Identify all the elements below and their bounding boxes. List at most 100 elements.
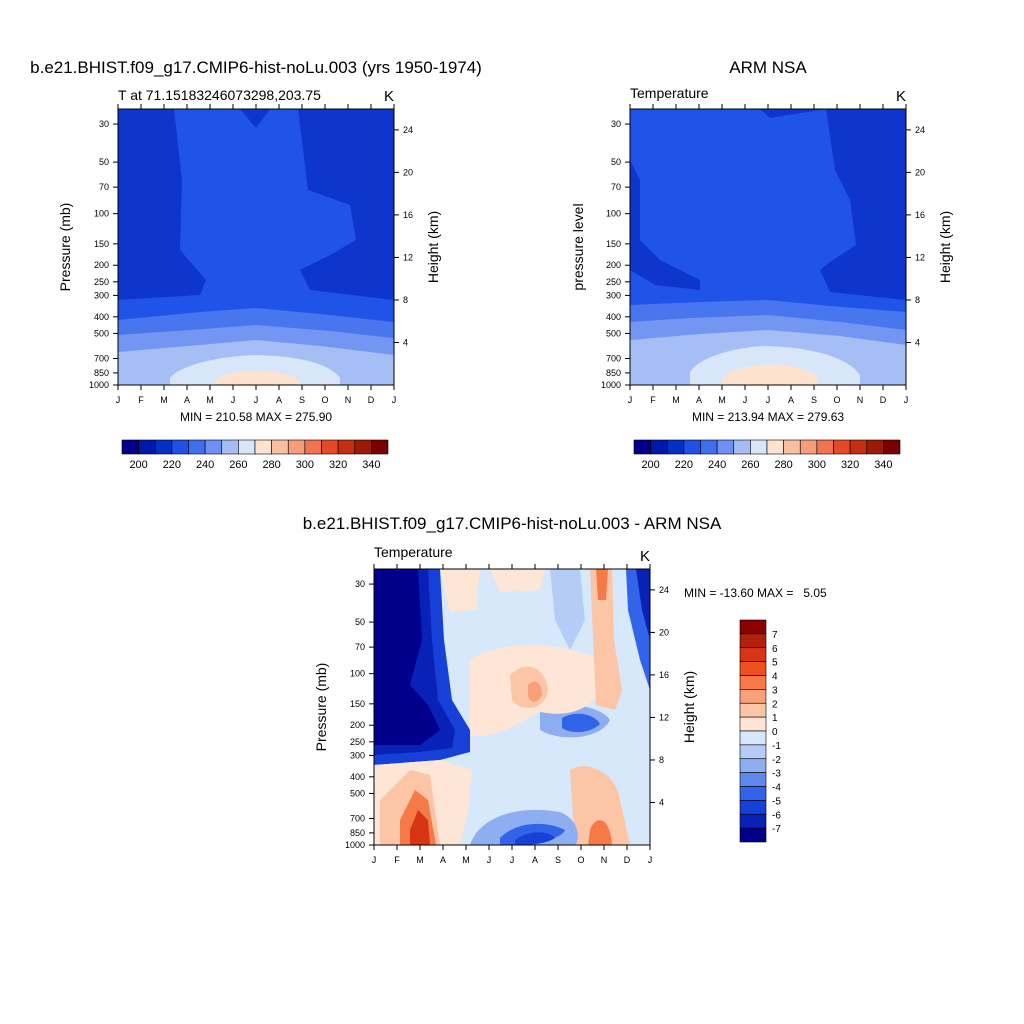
colorbar-label: 3 bbox=[772, 685, 778, 696]
colorbar-swatch bbox=[171, 439, 189, 455]
panel-model-contours bbox=[118, 109, 394, 385]
x-tick-label: M bbox=[416, 855, 424, 865]
y-tick-label: 100 bbox=[606, 209, 621, 219]
panel-model-left-label: T at 71.15183246073298,203.75 bbox=[118, 87, 321, 103]
colorbar-label: -3 bbox=[772, 769, 781, 780]
y-tick-label: 1000 bbox=[89, 380, 109, 390]
y2-tick-label: 8 bbox=[659, 755, 664, 765]
colorbar-label: 1 bbox=[772, 713, 778, 724]
y-tick-label: 200 bbox=[94, 260, 109, 270]
colorbar-swatch bbox=[683, 439, 701, 455]
colorbar-swatch bbox=[188, 439, 206, 455]
contour-band-270 bbox=[215, 370, 300, 385]
y-tick-label: 400 bbox=[350, 772, 365, 782]
colorbar-swatch bbox=[271, 439, 289, 455]
panel-obs-y2label: Height (km) bbox=[937, 211, 953, 283]
y-tick-label: 30 bbox=[355, 579, 365, 589]
y2-tick-label: 16 bbox=[915, 210, 925, 220]
y-tick-label: 300 bbox=[94, 290, 109, 300]
y-tick-label: 30 bbox=[611, 119, 621, 129]
colorbar-swatch bbox=[766, 439, 784, 455]
y-tick-label: 250 bbox=[350, 737, 365, 747]
colorbar-swatch bbox=[866, 439, 884, 455]
colorbar-label: 300 bbox=[296, 459, 314, 471]
colorbar-label: 300 bbox=[808, 459, 826, 471]
panel-obs-left-label: Temperature bbox=[630, 85, 709, 101]
y-tick-label: 250 bbox=[606, 277, 621, 287]
x-tick-label: J bbox=[766, 395, 771, 405]
colorbar-swatch bbox=[700, 439, 718, 455]
colorbar-swatch bbox=[221, 439, 239, 455]
y2-tick-label: 24 bbox=[915, 125, 925, 135]
x-tick-label: M bbox=[206, 395, 214, 405]
diff-band-cold-right-2 bbox=[636, 569, 650, 640]
diff-band-warm-strip bbox=[590, 569, 622, 710]
y-tick-label: 300 bbox=[606, 290, 621, 300]
diff-band-warm-lower-left-4 bbox=[410, 810, 430, 845]
colorbar-label: 200 bbox=[129, 459, 147, 471]
diff-band-warm-lower-right bbox=[570, 766, 630, 845]
x-tick-label: J bbox=[231, 395, 236, 405]
diff-band-cold-3 bbox=[374, 569, 440, 745]
y-tick-label: 150 bbox=[94, 239, 109, 249]
y-tick-label: 850 bbox=[350, 828, 365, 838]
x-tick-label: A bbox=[276, 395, 282, 405]
y-tick-label: 700 bbox=[350, 813, 365, 823]
diff-band-warm-upper-left bbox=[440, 569, 480, 612]
diff-band-cool bbox=[550, 569, 585, 650]
colorbar-swatch bbox=[849, 439, 868, 455]
colorbar-swatch bbox=[739, 772, 767, 787]
colorbar-label: 6 bbox=[772, 644, 778, 655]
y2-tick-label: 16 bbox=[659, 670, 669, 680]
y-tick-label: 250 bbox=[94, 277, 109, 287]
colorbar-swatch bbox=[371, 439, 389, 455]
y2-tick-label: 20 bbox=[659, 627, 669, 637]
y-tick-label: 700 bbox=[94, 353, 109, 363]
colorbar-swatch bbox=[633, 439, 651, 455]
diff-band-warm-lower-right-2 bbox=[588, 820, 612, 845]
colorbar-swatch bbox=[254, 439, 272, 455]
panel-obs-ticks: J F M A M J J A S O N D J 30 50 70 100 150 200 250 300 400 500… bbox=[601, 104, 925, 405]
x-tick-label: J bbox=[648, 855, 653, 865]
panel-obs-ylabel: pressure level bbox=[570, 203, 586, 290]
x-tick-label: N bbox=[345, 395, 352, 405]
y-tick-label: 200 bbox=[606, 260, 621, 270]
panel-model-colorbar: 200 220 240 260 280 300 320 340 bbox=[121, 439, 389, 471]
colorbar-swatch bbox=[739, 647, 767, 662]
y-tick-label: 400 bbox=[94, 312, 109, 322]
colorbar-swatch bbox=[739, 633, 767, 649]
colorbar-swatch bbox=[121, 439, 139, 455]
x-tick-label: J bbox=[904, 395, 909, 405]
colorbar-label: -7 bbox=[772, 824, 781, 835]
colorbar-swatch bbox=[204, 439, 223, 455]
colorbar-swatch bbox=[337, 439, 356, 455]
colorbar-label: 5 bbox=[772, 658, 778, 669]
panel-diff-ticks: J F M A M J J A S O N D J 30 50 70 100 150 200 250 300 400 500… bbox=[345, 564, 669, 865]
y-tick-label: 1000 bbox=[345, 840, 365, 850]
colorbar-label: 320 bbox=[841, 459, 859, 471]
x-tick-label: M bbox=[718, 395, 726, 405]
y-tick-label: 30 bbox=[99, 119, 109, 129]
colorbar-label: 220 bbox=[675, 459, 693, 471]
x-tick-label: M bbox=[160, 395, 168, 405]
panel-model-ylabel: Pressure (mb) bbox=[57, 203, 73, 292]
colorbar-swatch bbox=[287, 439, 306, 455]
colorbar-swatch bbox=[739, 661, 767, 676]
y2-tick-label: 12 bbox=[915, 252, 925, 262]
colorbar-swatch bbox=[739, 786, 767, 801]
colorbar-swatch bbox=[733, 439, 751, 455]
x-tick-label: O bbox=[577, 855, 584, 865]
x-tick-label: N bbox=[601, 855, 608, 865]
y2-tick-label: 8 bbox=[403, 295, 408, 305]
panel-obs-title: ARM NSA bbox=[729, 58, 807, 77]
colorbar-label: 260 bbox=[229, 459, 247, 471]
panel-diff-right-label: K bbox=[640, 548, 650, 565]
x-tick-label: F bbox=[650, 395, 656, 405]
panel-diff-title: b.e21.BHIST.f09_g17.CMIP6-hist-noLu.003 … bbox=[303, 514, 722, 533]
colorbar-swatch bbox=[304, 439, 322, 455]
y2-tick-label: 24 bbox=[659, 585, 669, 595]
x-tick-label: F bbox=[394, 855, 400, 865]
colorbar-label: 340 bbox=[874, 459, 892, 471]
x-tick-label: J bbox=[743, 395, 748, 405]
